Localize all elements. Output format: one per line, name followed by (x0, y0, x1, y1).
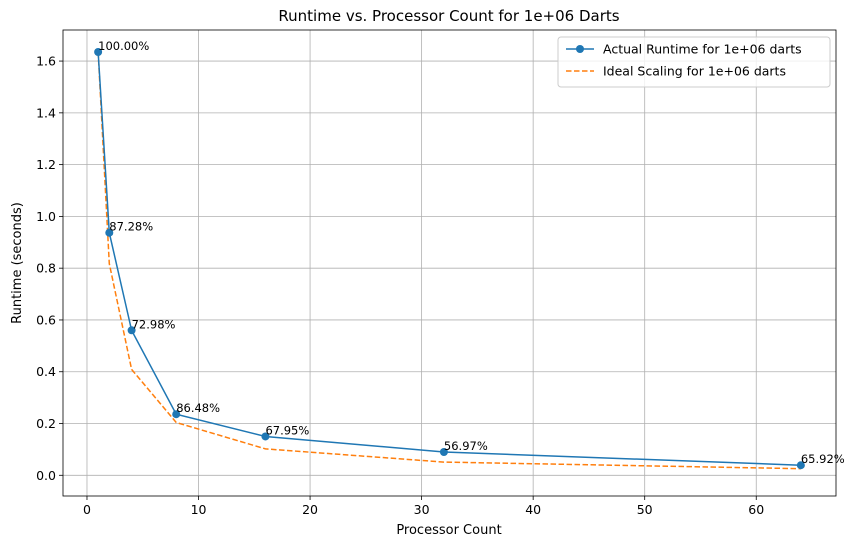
actual-runtime-point (127, 326, 136, 335)
chart-title: Runtime vs. Processor Count for 1e+06 Da… (278, 7, 619, 25)
legend-ideal-label: Ideal Scaling for 1e+06 darts (603, 64, 786, 79)
x-tick-label: 10 (191, 502, 207, 517)
actual-runtime-point (439, 447, 448, 456)
x-tick-label: 0 (83, 502, 91, 517)
x-axis-label: Processor Count (396, 523, 501, 538)
ideal-scaling-line (97, 51, 801, 470)
axis-ticks: 0 10 20 30 40 50 60 0.0 0.2 0.4 0.6 0.8 1.0 1.2 1.4 1.6 (36, 54, 764, 517)
y-axis-label: Runtime (seconds) (10, 202, 25, 324)
y-tick-label: 1.0 (36, 209, 56, 224)
actual-series (94, 48, 805, 470)
y-tick-label: 0.8 (36, 261, 56, 276)
y-tick-label: 0.2 (36, 416, 56, 431)
efficiency-labels: 100.00% 87.28% 72.98% 86.48% 67.95% 56.97% 65.… (98, 39, 845, 466)
actual-runtime-point (796, 461, 805, 470)
ideal-series (97, 51, 801, 470)
efficiency-label: 100.00% (98, 39, 149, 53)
grid (63, 30, 836, 496)
y-tick-label: 1.6 (36, 54, 56, 69)
y-tick-label: 0.6 (36, 312, 56, 327)
x-tick-label: 60 (748, 502, 764, 517)
plot-frame (62, 29, 837, 497)
x-tick-label: 20 (302, 502, 318, 517)
actual-runtime-point (94, 48, 103, 57)
legend-actual-label: Actual Runtime for 1e+06 darts (603, 42, 802, 57)
actual-runtime-point (105, 228, 114, 237)
x-tick-label: 50 (637, 502, 653, 517)
y-tick-label: 0.4 (36, 364, 56, 379)
x-tick-label: 40 (525, 502, 541, 517)
y-tick-label: 1.4 (36, 105, 56, 120)
efficiency-label: 56.97% (444, 439, 488, 453)
efficiency-label: 87.28% (109, 220, 153, 234)
legend: Actual Runtime for 1e+06 darts Ideal Sca… (557, 36, 831, 88)
legend-box (557, 36, 831, 88)
efficiency-label: 65.92% (801, 452, 845, 466)
efficiency-label: 67.95% (265, 423, 309, 437)
efficiency-label: 72.98% (132, 317, 176, 331)
actual-runtime-point (261, 432, 270, 441)
actual-runtime-point (172, 410, 181, 419)
y-tick-label: 0.0 (36, 468, 56, 483)
legend-actual-marker (576, 45, 584, 53)
x-tick-label: 30 (414, 502, 430, 517)
y-tick-label: 1.2 (36, 157, 56, 172)
efficiency-label: 86.48% (176, 401, 220, 415)
